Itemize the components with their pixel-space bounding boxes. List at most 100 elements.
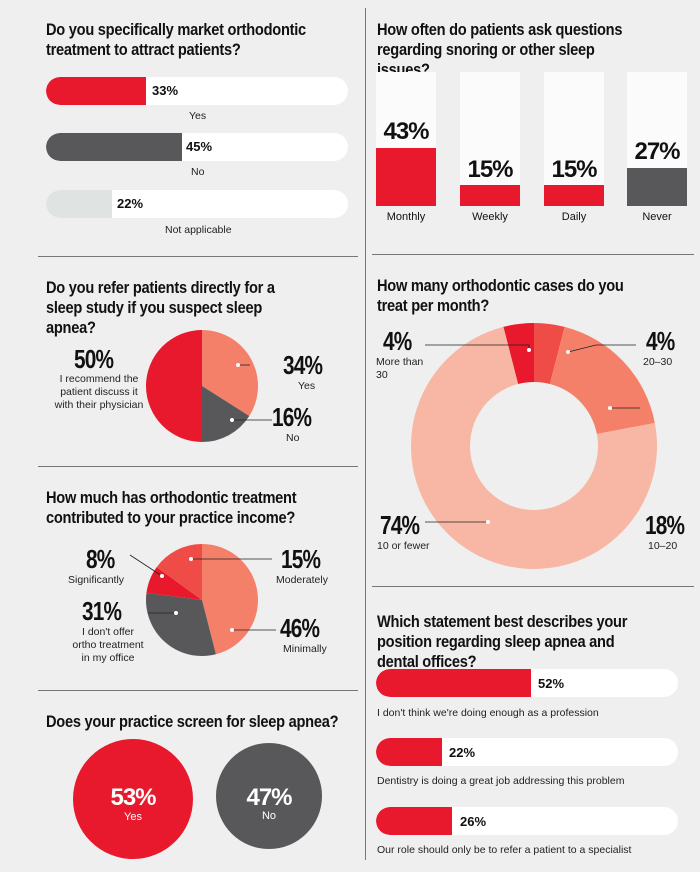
leader-dot: [174, 611, 178, 615]
chart-title: How many orthodontic cases do you treat …: [377, 276, 624, 315]
slice-label: Moderately: [276, 574, 328, 586]
leader-dot: [230, 418, 234, 422]
slice-value: 16%: [272, 402, 312, 432]
bar-fill: [376, 738, 442, 766]
column: 43%: [376, 72, 436, 206]
slice-value: 4%: [646, 326, 675, 356]
chart-title: How much has orthodontic treatment contr…: [46, 488, 297, 527]
pie-slice: [146, 330, 202, 442]
chart-title: Do you refer patients directly for a sle…: [46, 278, 275, 337]
bar-fill: [376, 807, 452, 835]
leader-dot: [189, 557, 193, 561]
column-value: 27%: [634, 138, 680, 165]
column-value: 15%: [467, 156, 513, 183]
bar-label: Not applicable: [165, 224, 232, 236]
bar-label: Our role should only be to refer a patie…: [377, 844, 632, 856]
bar-value: 52%: [538, 676, 565, 691]
slice-value: 50%: [74, 344, 114, 374]
vertical-divider: [365, 8, 366, 860]
divider: [372, 254, 694, 255]
pie-slice: [146, 592, 216, 657]
slice-label: 10–20: [648, 540, 678, 552]
slice-label: Significantly: [68, 574, 125, 586]
no-circle: 47% No: [216, 743, 322, 849]
leader-dot: [566, 350, 570, 354]
bar-value: 33%: [152, 83, 179, 98]
slice-label: I don't offer ortho treatment in my offi…: [72, 626, 144, 664]
bar-track: [46, 133, 348, 161]
leader-dot: [236, 363, 240, 367]
slice-value: 8%: [86, 544, 115, 574]
circle-label: No: [261, 810, 277, 822]
column: 15%: [544, 72, 604, 206]
leader-dot: [527, 348, 531, 352]
leader-dot: [230, 628, 234, 632]
slice-value: 18%: [645, 510, 685, 540]
pie-slice: [202, 330, 258, 417]
slice-label: I recommend the patient discuss it with …: [54, 373, 144, 411]
column-value: 43%: [383, 118, 429, 145]
bar-fill-yes: [46, 77, 146, 105]
slice-label: 10 or fewer: [377, 540, 430, 552]
circle-value: 47%: [246, 784, 292, 811]
circle-label: Yes: [124, 811, 142, 823]
bar-fill-no: [46, 133, 182, 161]
yes-circle: 53% Yes: [73, 739, 193, 859]
bar-label: I don't think we're doing enough as a pr…: [377, 707, 599, 719]
slice-label: No: [286, 432, 300, 444]
leader-dot: [608, 406, 612, 410]
chart-title: Which statement best describes your posi…: [377, 612, 628, 671]
column: 15%: [460, 72, 520, 206]
column-fill: [376, 148, 436, 206]
column-label: Monthly: [386, 211, 426, 223]
circle-value: 53%: [110, 784, 156, 811]
bar-label: No: [191, 166, 205, 178]
column: 27%: [627, 72, 687, 206]
pie-slice: [410, 326, 657, 569]
divider: [372, 586, 694, 587]
column-fill: [544, 185, 604, 206]
pie-slice: [503, 323, 534, 385]
bar-track: [376, 807, 678, 835]
pie-slice: [549, 326, 655, 435]
slice-value: 46%: [280, 613, 320, 643]
slice-label: Minimally: [283, 643, 327, 655]
divider: [38, 466, 358, 467]
bar-value: 22%: [117, 196, 144, 211]
bar-fill: [376, 669, 531, 697]
bar-value: 26%: [460, 814, 487, 829]
slice-label: 20–30: [643, 356, 673, 368]
bar-track: [376, 669, 678, 697]
pie-slice: [534, 323, 565, 385]
leader-dot: [486, 520, 490, 524]
slice-value: 31%: [82, 596, 122, 626]
chart-title: Do you specifically market orthodontic t…: [46, 20, 306, 59]
bar-track: [46, 77, 348, 105]
pie-slice: [202, 544, 259, 655]
column-fill: [627, 168, 687, 206]
bar-value: 22%: [449, 745, 476, 760]
bar-value: 45%: [186, 139, 213, 154]
bar-label: Yes: [189, 110, 207, 122]
slice-value: 4%: [383, 326, 412, 356]
leader-line: [129, 554, 163, 577]
pie-slice: [202, 386, 250, 442]
leader-dot: [160, 574, 164, 578]
column-fill: [460, 185, 520, 206]
bar-track: [376, 738, 678, 766]
bar-label: Dentistry is doing a great job addressin…: [377, 775, 625, 787]
slice-value: 74%: [380, 510, 420, 540]
column-value: 15%: [551, 156, 597, 183]
slice-label: Yes: [298, 380, 316, 392]
column-label: Never: [642, 211, 672, 223]
column-label: Weekly: [472, 211, 508, 223]
bar-track: [46, 190, 348, 218]
leader-line: [567, 344, 636, 353]
divider: [38, 256, 358, 257]
slice-value: 34%: [283, 350, 323, 380]
divider: [38, 690, 358, 691]
